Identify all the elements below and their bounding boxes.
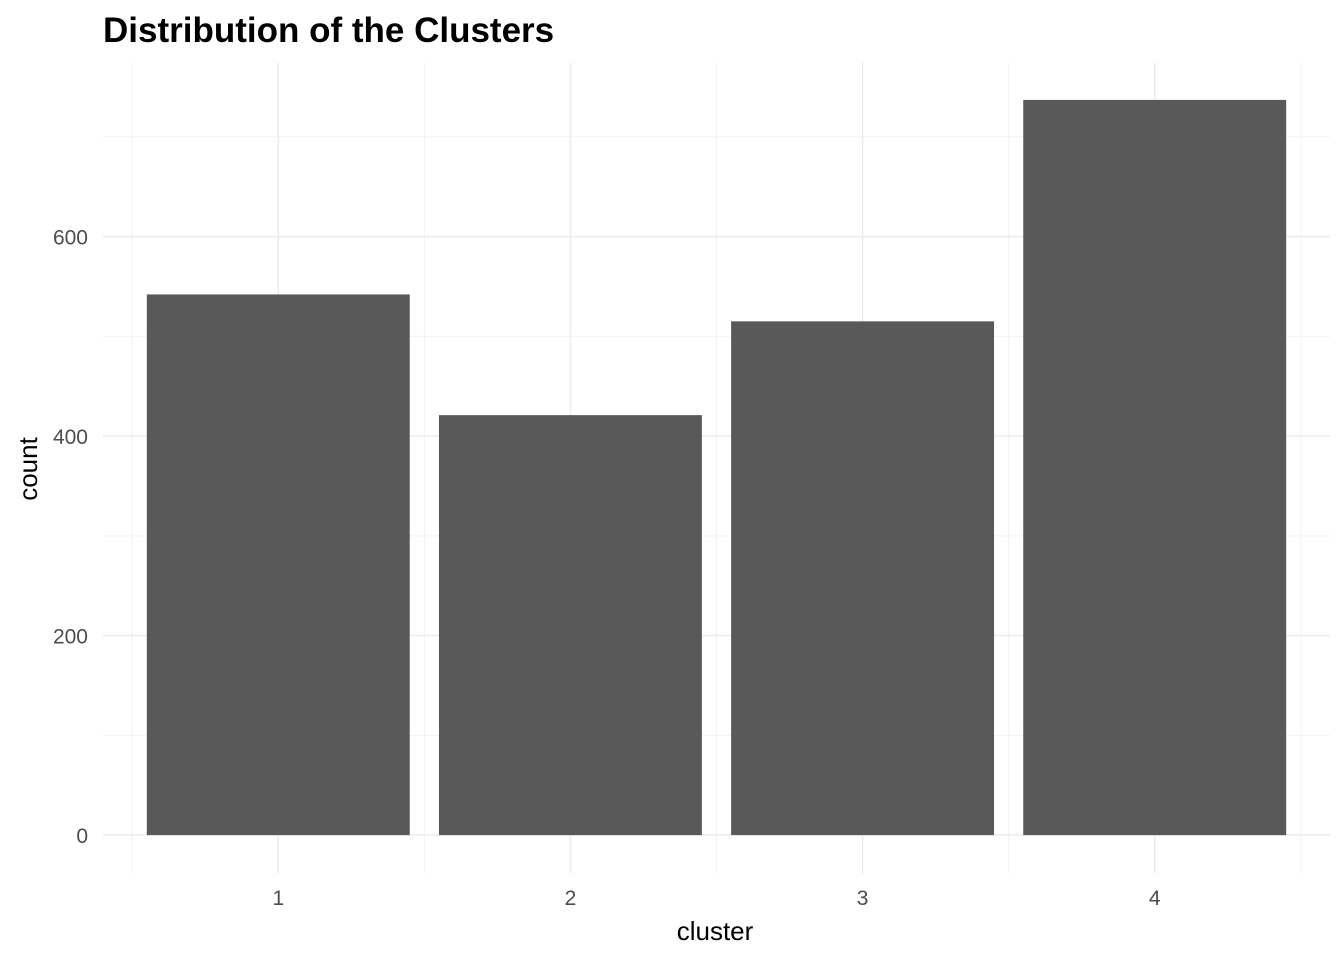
- y-axis-title: count: [13, 436, 43, 500]
- x-axis-title: cluster: [677, 916, 754, 946]
- bar-cluster-2: [438, 415, 702, 836]
- y-axis-ticks: 0 200 400 600: [53, 227, 88, 849]
- x-tick-label: 1: [272, 887, 284, 910]
- x-tick-label: 2: [565, 887, 577, 910]
- x-axis-ticks: 1 2 3 4: [272, 887, 1160, 910]
- y-tick-label: 400: [53, 426, 88, 449]
- bar-cluster-1: [146, 294, 410, 836]
- y-tick-label: 600: [53, 227, 88, 250]
- chart-title: Distribution of the Clusters: [103, 11, 554, 50]
- x-tick-label: 3: [857, 887, 869, 910]
- bars: [146, 99, 1287, 836]
- y-tick-label: 0: [76, 825, 88, 848]
- bar-cluster-3: [731, 321, 995, 836]
- bar-cluster-4: [1023, 99, 1287, 836]
- y-tick-label: 200: [53, 626, 88, 649]
- x-tick-label: 4: [1149, 887, 1161, 910]
